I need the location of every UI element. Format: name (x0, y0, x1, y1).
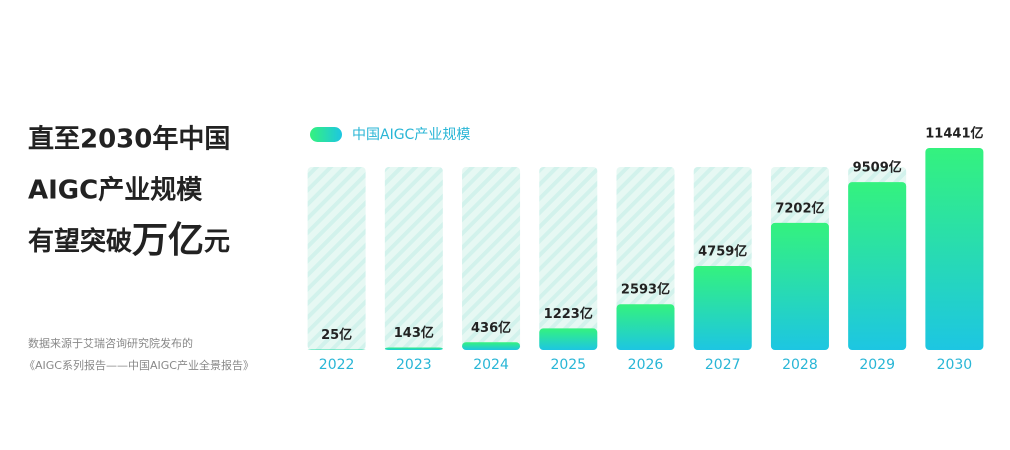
value-label: 7202亿 (775, 200, 824, 216)
value-label: 9509亿 (853, 160, 902, 176)
title-line: 有望突破万亿元 (28, 220, 230, 261)
bar-background (384, 167, 443, 350)
title-part: 有望突破 (28, 226, 132, 257)
value-label: 143亿 (394, 325, 434, 341)
bar (925, 148, 984, 350)
bar-background (307, 167, 366, 350)
x-tick-label: 2023 (396, 357, 432, 373)
title-line: 直至2030年中国 (28, 124, 230, 155)
x-tick-label: 2024 (473, 357, 509, 373)
value-label: 1223亿 (544, 306, 593, 322)
x-tick-label: 2028 (782, 357, 818, 373)
value-label: 2593亿 (621, 282, 670, 298)
x-tick-label: 2025 (550, 357, 586, 373)
bar (616, 304, 675, 350)
x-tick-label: 2029 (859, 357, 895, 373)
bar (693, 265, 752, 350)
title-line: AIGC产业规模 (28, 176, 203, 206)
value-label: 436亿 (471, 320, 511, 336)
title-emphasis: 万亿 (132, 220, 204, 261)
bar-background (462, 167, 521, 350)
legend-swatch (310, 127, 342, 142)
bar (770, 222, 829, 350)
source-line: 数据来源于艾瑞咨询研究院发布的 (28, 336, 193, 350)
bar (462, 342, 521, 350)
x-tick-label: 2022 (319, 357, 355, 373)
value-label: 25亿 (321, 327, 352, 343)
bar (848, 182, 907, 350)
value-label: 4759亿 (698, 243, 747, 259)
x-tick-label: 2027 (705, 357, 741, 373)
x-tick-label: 2030 (937, 357, 973, 373)
source-line: 《AIGC系列报告——中国AIGC产业全景报告》 (24, 358, 254, 372)
x-tick-label: 2026 (628, 357, 664, 373)
bar-background (539, 167, 598, 350)
bar (384, 347, 443, 350)
value-label: 11441亿 (925, 126, 983, 142)
title-part: 元 (204, 227, 230, 257)
bar (539, 328, 598, 350)
legend-label: 中国AIGC产业规模 (352, 127, 470, 143)
